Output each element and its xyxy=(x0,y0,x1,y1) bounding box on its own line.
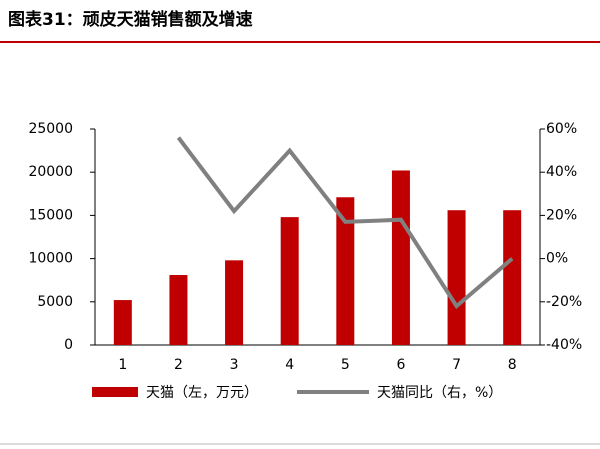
bar xyxy=(169,275,188,345)
y2-tick-label: -20% xyxy=(546,294,582,310)
y-tick-label: 15000 xyxy=(28,207,73,223)
x-tick-label: 4 xyxy=(285,357,294,373)
bar xyxy=(336,197,355,345)
y-tick-label: 0 xyxy=(64,337,73,353)
legend-swatch xyxy=(92,387,138,397)
bar xyxy=(113,300,132,345)
line xyxy=(176,136,514,310)
x-tick-label: 5 xyxy=(341,357,350,373)
x-tick-label: 7 xyxy=(452,357,461,373)
bar xyxy=(447,210,466,345)
y-tick-label: 20000 xyxy=(28,164,73,180)
y-tick-label: 10000 xyxy=(28,251,73,267)
y-tick-label: 5000 xyxy=(37,294,73,310)
bar xyxy=(503,210,522,345)
y2-tick-label: 60% xyxy=(546,121,577,137)
y2-tick-label: 0% xyxy=(546,251,568,267)
bar xyxy=(280,217,299,345)
legend-label: 天猫同比（右，%） xyxy=(377,385,502,401)
y2-tick-label: 20% xyxy=(546,207,577,223)
legend-label: 天猫（左，万元） xyxy=(146,385,258,401)
bar xyxy=(225,260,244,345)
y2-tick-label: 40% xyxy=(546,164,577,180)
x-tick-label: 6 xyxy=(396,357,405,373)
bar xyxy=(391,170,410,345)
x-tick-label: 2 xyxy=(174,357,183,373)
x-tick-label: 8 xyxy=(508,357,517,373)
y-tick-label: 25000 xyxy=(28,121,73,137)
x-tick-label: 3 xyxy=(230,357,239,373)
x-tick-label: 1 xyxy=(118,357,127,373)
page-title: 图表31：顽皮天猫销售额及增速 xyxy=(8,9,253,30)
y2-tick-label: -40% xyxy=(546,337,582,353)
